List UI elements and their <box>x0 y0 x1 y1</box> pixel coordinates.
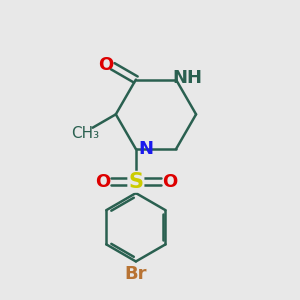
Text: Br: Br <box>124 265 147 283</box>
Text: O: O <box>162 173 177 191</box>
Text: N: N <box>138 140 153 158</box>
Text: NH: NH <box>172 69 202 87</box>
Text: O: O <box>95 173 110 191</box>
Text: S: S <box>128 172 143 192</box>
Text: CH₃: CH₃ <box>71 126 99 141</box>
Text: O: O <box>98 56 113 74</box>
